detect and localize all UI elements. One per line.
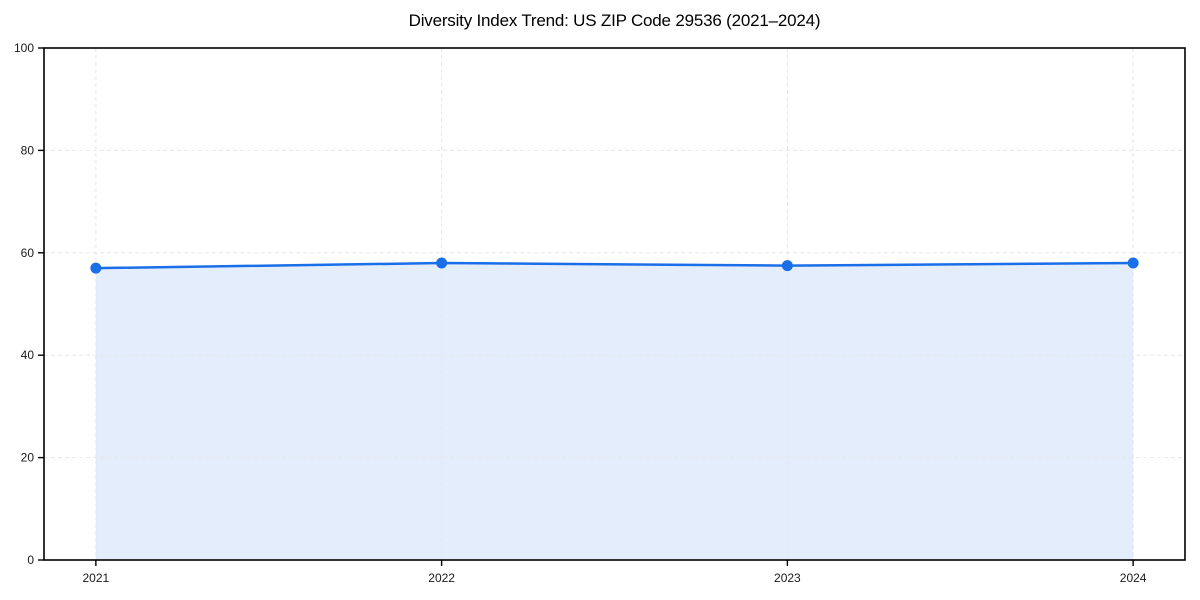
y-tick-label: 0 (27, 553, 34, 567)
trend-line (94, 261, 1135, 270)
x-tick-label: 2023 (774, 571, 801, 585)
y-tick-label: 100 (14, 41, 34, 55)
x-tick-label: 2024 (1120, 571, 1147, 585)
area-fill (95, 263, 1134, 560)
y-tick-label: 60 (21, 246, 35, 260)
data-point-marker (90, 262, 102, 274)
x-tick-label: 2022 (428, 571, 455, 585)
y-tick-label: 20 (21, 451, 35, 465)
y-tick-label: 40 (21, 348, 35, 362)
x-tick-label: 2021 (83, 571, 110, 585)
data-point-marker (1127, 257, 1139, 269)
plot-border (43, 47, 1186, 561)
data-point-marker (781, 260, 793, 272)
chart-title: Diversity Index Trend: US ZIP Code 29536… (408, 11, 821, 30)
plot-background (44, 48, 1185, 560)
data-point-marker (436, 257, 448, 269)
y-tick-label: 80 (21, 143, 35, 157)
